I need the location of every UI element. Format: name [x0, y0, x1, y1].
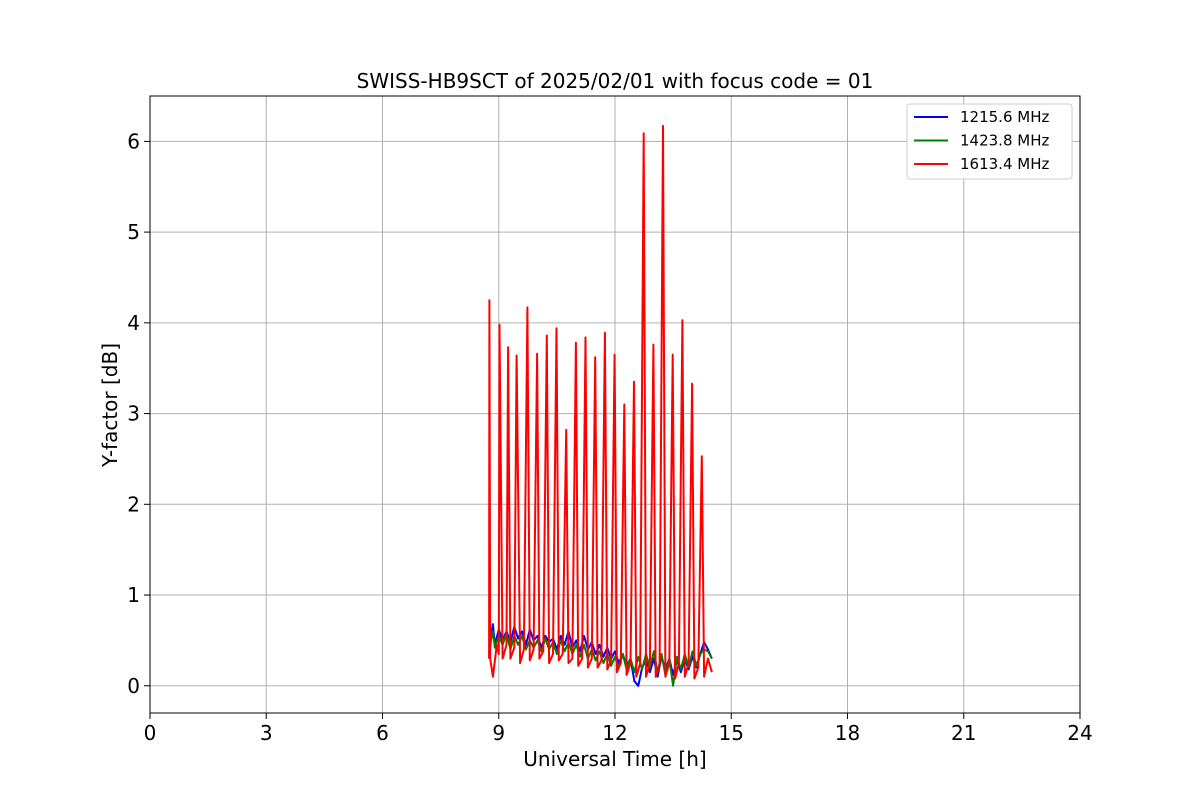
legend-box: [906, 103, 1073, 180]
x-tick-label: 9: [492, 721, 505, 745]
x-tick-label: 18: [835, 721, 860, 745]
x-tick-label: 24: [1067, 721, 1092, 745]
x-tick-label: 3: [260, 721, 273, 745]
y-tick-label: 4: [127, 311, 140, 335]
y-tick-label: 5: [127, 220, 140, 244]
x-tick-label: 0: [144, 721, 157, 745]
series-line-2: [488, 124, 713, 680]
y-axis-label: Y-factor [dB]: [98, 343, 122, 468]
x-tick-label: 12: [602, 721, 627, 745]
legend-label: 1423.8 MHz: [960, 132, 1049, 150]
series-layer: [488, 124, 713, 687]
x-tick-label: 6: [376, 721, 389, 745]
x-tick-label: 15: [719, 721, 744, 745]
y-tick-label: 0: [127, 674, 140, 698]
chart-title: SWISS-HB9SCT of 2025/02/01 with focus co…: [357, 69, 874, 93]
y-tick-label: 2: [127, 492, 140, 516]
y-tick-label: 1: [127, 583, 140, 607]
y-tick-label: 3: [127, 402, 140, 426]
legend-label: 1215.6 MHz: [960, 108, 1049, 126]
x-axis-label: Universal Time [h]: [523, 747, 706, 771]
legend: 1215.6 MHz 1423.8 MHz 1613.4 MHz: [906, 103, 1073, 180]
x-tick-label: 21: [951, 721, 976, 745]
y-tick-label: 6: [127, 129, 140, 153]
legend-label: 1613.4 MHz: [960, 155, 1049, 173]
